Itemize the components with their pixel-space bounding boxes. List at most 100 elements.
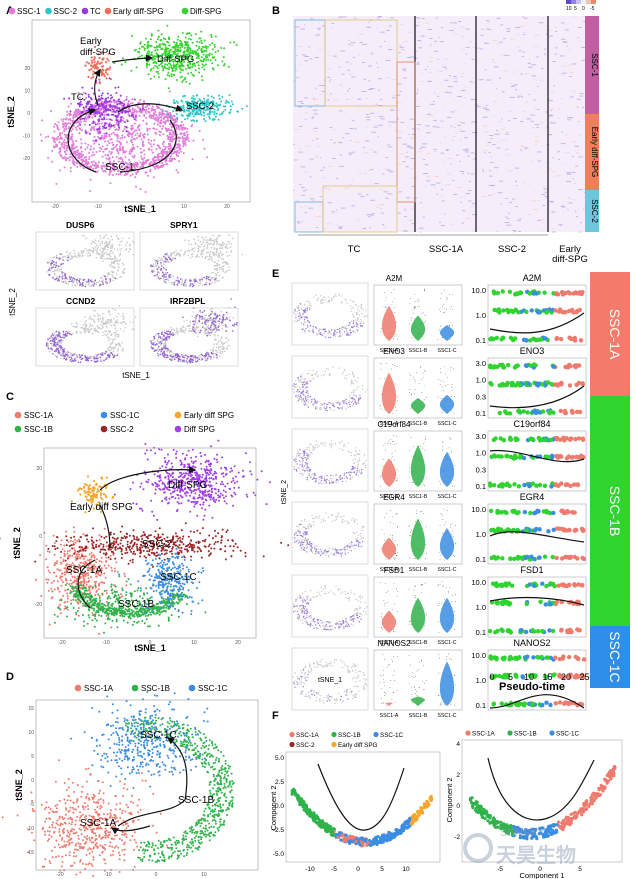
f-legend-right-swatch [465,730,471,736]
f-right-ytick: 4 [456,741,460,748]
tick-a-x: 20 [224,204,230,210]
e-tsne-mini [292,439,367,485]
f-right-points [468,764,617,841]
row-group-label: Early diff-SPG [590,127,599,178]
f-legend-left-swatch [289,741,295,748]
legend-d-swatch [74,684,82,692]
legend-a-label: SSC-1 [17,7,41,16]
legend-d-swatch [188,684,196,692]
legend-c-label: SSC-1A [24,411,54,420]
e-side-label: SSC-1C [607,631,623,682]
legend-d-label: SSC-1B [141,684,170,693]
f-right-ylabel: Component 2 [445,777,454,822]
f-legend-left-label: SSC-1A [296,732,320,739]
e-violin-shape [439,451,455,487]
tick-d-x: -20 [56,872,63,878]
e-pt-points [488,508,587,562]
tick-c-y: 20 [36,466,42,472]
f-legend-left-label: SSC-2 [296,742,315,749]
legend-a-swatch [81,7,89,15]
colorbar-tick: 5 [574,6,577,12]
cluster-ssc1-core [39,90,209,193]
e-violin-xtick: SSC1-C [437,567,456,573]
tick-d-y: -15 [27,850,34,856]
e-tsne-frame [291,501,369,565]
plot-a-frame [31,19,251,203]
e-pt-xtick: 0 [489,672,494,682]
e-pt-curve [489,385,585,409]
e-violin-xtick: SSC1-B [409,421,428,427]
colorbar-tick: 10 [566,6,572,12]
e-tsne-ylabel: tSNE_2 [281,480,288,504]
legend-a: SSC-1 SSC-2 TC Early diff-SPG Diff-SPG [8,7,221,16]
colorbar-tick: -5 [590,6,595,12]
e-violin-shape [439,325,455,341]
e-violin-shape [410,315,426,341]
e-pt-points [487,435,586,489]
e-pt-points [487,581,585,635]
e-pt-ytick: 1.0 [476,676,486,685]
legend-a-swatch [104,7,112,15]
tick-c-x: 10 [191,640,197,646]
e-pt-frame [487,576,587,638]
tick-d-y: 0 [31,778,34,784]
legend-a-swatch [8,7,16,15]
anno-c-a: SSC-1A [66,565,102,576]
e-violin-frame [373,357,463,419]
tick-c-x: -20 [58,640,65,646]
e-pt-frame [487,430,587,492]
f-left-points [290,787,434,848]
gene-panel-title: SPRY1 [170,220,198,230]
e-violin-dots [437,289,454,341]
e-pt-frame [487,649,587,711]
e-violin-xtick: SSC1-B [409,640,428,646]
e-violin-xtick: SSC1-C [437,494,456,500]
anno-c-diff: Diff-SPG [168,480,207,491]
e-pt-ytick: 0.3 [476,392,486,401]
e-side-label-bar [590,396,630,626]
e-pt-xtick: 10 [524,672,534,682]
e-violin-xtick: SSC1-A [380,640,399,646]
e-pt-ytick: 0.1 [476,628,486,637]
tick-d-x: 0 [155,872,158,878]
trajectory-arrows-a [67,54,184,173]
e-pt-ytick: 1.0 [476,376,486,385]
col-group-label: SSC-2 [498,244,526,255]
e-tsne-frame [291,574,369,638]
e-violin-xtick: SSC1-C [437,348,456,354]
legend-c-swatch [100,425,108,433]
legend-c-swatch [14,411,22,419]
anno-d-a: SSC-1A [80,818,116,829]
e-tsne-mini [292,585,368,631]
anno-d-c: SSC-1C [140,730,177,741]
gene-panel-frame [35,307,135,367]
e-tsne-mini [292,658,368,704]
e-pt-ytick: 1.0 [476,530,486,539]
e-violin-xtick: SSC1-B [409,494,428,500]
e-pt-curve [489,694,585,709]
e-violin-frame [373,503,463,565]
gene-panel-frame [139,307,239,367]
cluster-c-early [70,475,115,514]
tick-d-y: 10 [28,730,34,736]
tick-a-y: 0 [27,111,30,117]
tick-c-y: -20 [35,602,42,608]
plot-c-frame [43,447,257,639]
f-left-ytick: 0.0 [275,803,284,810]
f-legend-left-label: Early diff SPG [338,742,378,749]
e-pt-points [488,654,587,708]
e-pt-points [488,289,585,343]
e-tsne-mini [292,512,365,558]
ticks-c: 20 0 -20 -20 -10 0 10 20 [35,466,241,646]
tick-a-x: 0 [140,204,143,210]
e-pt-ytick: 3.0 [476,359,486,368]
f-left-xtick: 0 [356,866,360,873]
f-legend-right-label: SSC-1B [514,731,537,738]
anno-a-ssc2: SSC-2 [186,101,214,112]
f-left-ytick: 5.0 [275,755,284,762]
e-violin-shape [439,661,455,706]
e-violin-title: FSD1 [384,566,405,575]
e-pt-curve [489,531,585,543]
legend-c-label: SSC-2 [110,425,134,434]
e-pt-frame [487,503,587,565]
